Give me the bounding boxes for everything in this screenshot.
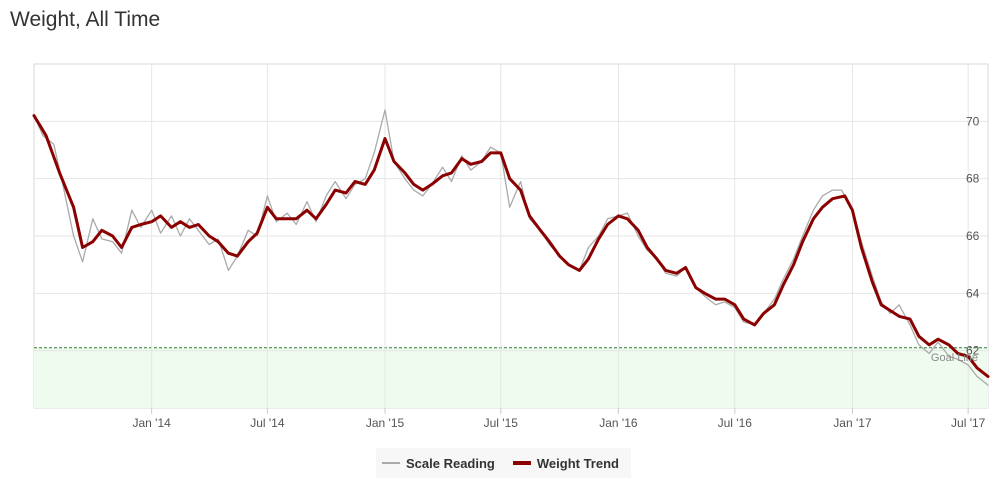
x-tick-label: Jan '17 xyxy=(833,416,872,430)
x-tick-label: Jan '14 xyxy=(132,416,171,430)
y-tick-label: 66 xyxy=(966,229,980,243)
y-tick-label: 62 xyxy=(966,344,980,358)
goal-label: Goal Line xyxy=(931,352,978,364)
legend-item-scale-reading[interactable]: Scale Reading xyxy=(382,456,495,471)
legend-label-weight-trend: Weight Trend xyxy=(536,455,619,471)
legend-label-scale-reading: Scale Reading xyxy=(406,455,495,471)
y-tick-label: 64 xyxy=(966,286,980,300)
series-line-scale-reading xyxy=(33,109,989,386)
goal-zone xyxy=(34,347,988,408)
y-tick-label: 68 xyxy=(966,172,980,186)
x-tick-label: Jan '16 xyxy=(599,416,638,430)
y-tick-label: 70 xyxy=(966,114,980,128)
x-tick-label: Jul '15 xyxy=(484,416,519,430)
series-line-weight-trend xyxy=(32,114,990,378)
legend-swatch-scale-reading xyxy=(382,462,400,464)
chart-title: Weight, All Time xyxy=(10,8,161,31)
x-tick-label: Jul '14 xyxy=(250,416,285,430)
x-tick-label: Jul '17 xyxy=(951,416,986,430)
x-tick-label: Jul '16 xyxy=(718,416,753,430)
chart-legend: Scale Reading Weight Trend xyxy=(376,448,631,478)
x-tick-label: Jan '15 xyxy=(366,416,405,430)
legend-item-weight-trend[interactable]: Weight Trend xyxy=(512,455,619,471)
legend-swatch-weight-trend xyxy=(512,461,531,465)
